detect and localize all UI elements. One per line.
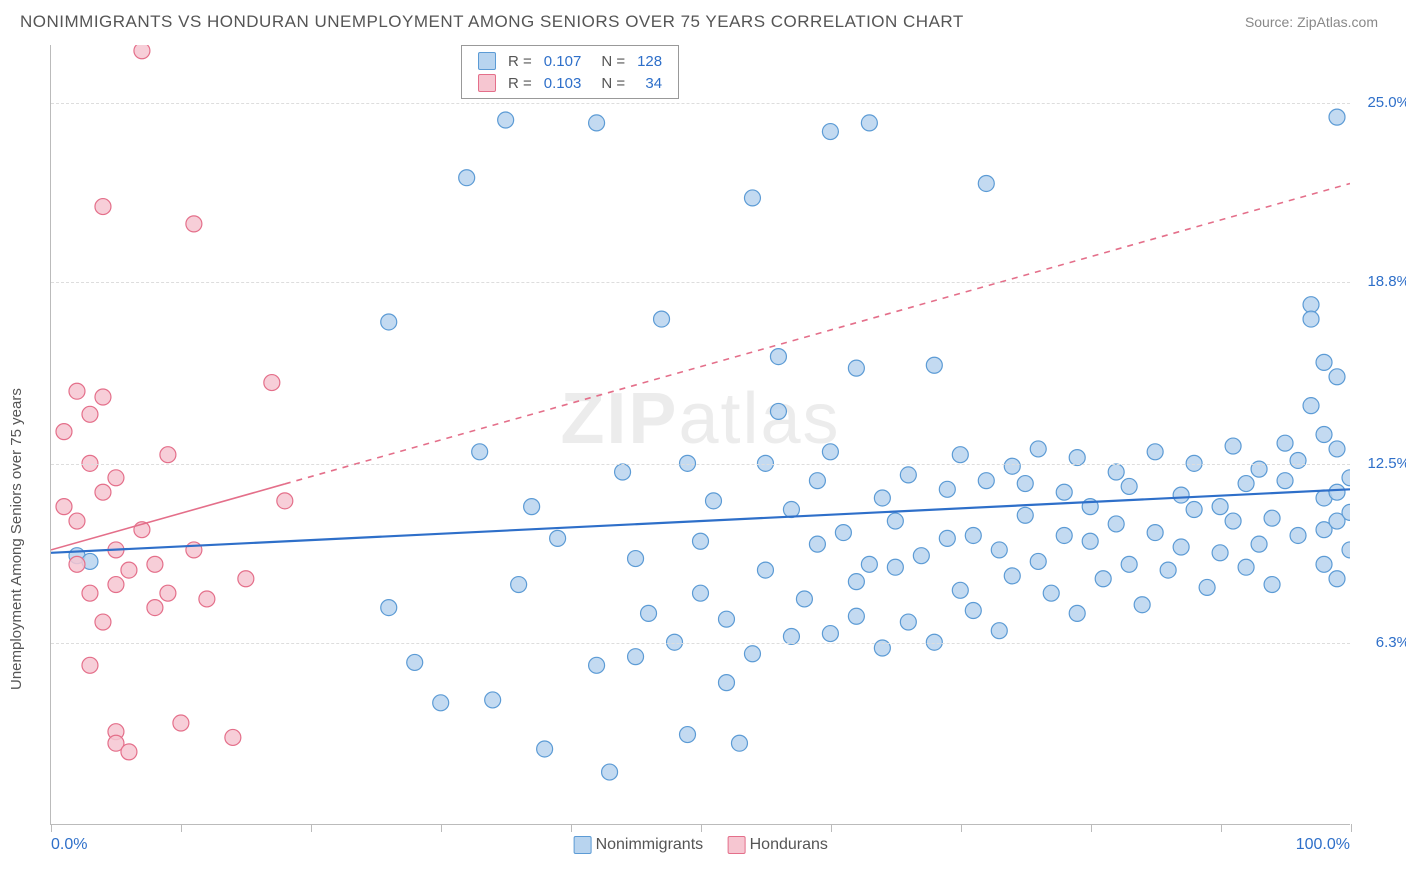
gridline	[51, 103, 1350, 104]
x-tick	[311, 824, 312, 832]
legend-item: Hondurans	[727, 836, 828, 853]
legend-r-value: 0.103	[538, 72, 588, 94]
x-tick	[51, 824, 52, 832]
plot-area: ZIPatlas R =0.107N =128R =0.103N =34 0.0…	[50, 45, 1350, 825]
legend-row: R =0.107N =128	[472, 50, 668, 72]
source-label: Source: ZipAtlas.com	[1245, 14, 1378, 30]
legend-n-label: N =	[587, 72, 631, 94]
x-tick	[441, 824, 442, 832]
gridline	[51, 282, 1350, 283]
legend-r-label: R =	[502, 72, 538, 94]
legend-swatch	[727, 836, 745, 854]
legend-swatch	[478, 74, 496, 92]
x-tick	[1221, 824, 1222, 832]
y-tick-label: 6.3%	[1360, 634, 1406, 651]
x-tick	[831, 824, 832, 832]
legend-swatch	[573, 836, 591, 854]
y-tick-label: 12.5%	[1360, 455, 1406, 472]
legend-n-label: N =	[587, 50, 631, 72]
legend-item-label: Hondurans	[750, 836, 828, 853]
x-tick	[1091, 824, 1092, 832]
watermark: ZIPatlas	[560, 378, 840, 460]
x-tick	[571, 824, 572, 832]
y-axis-label: Unemployment Among Seniors over 75 years	[8, 388, 25, 690]
x-tick	[181, 824, 182, 832]
legend-swatch	[478, 52, 496, 70]
x-axis-min-label: 0.0%	[51, 836, 87, 854]
x-tick	[961, 824, 962, 832]
legend-r-label: R =	[502, 50, 538, 72]
gridline	[51, 464, 1350, 465]
scatter-svg	[51, 45, 1350, 824]
gridline	[51, 643, 1350, 644]
legend-item: Nonimmigrants	[573, 836, 703, 853]
legend-n-value: 128	[631, 50, 668, 72]
legend-r-value: 0.107	[538, 50, 588, 72]
chart-title: NONIMMIGRANTS VS HONDURAN UNEMPLOYMENT A…	[20, 12, 964, 32]
legend-series: Nonimmigrants Hondurans	[561, 836, 840, 854]
legend-n-value: 34	[631, 72, 668, 94]
y-tick-label: 25.0%	[1360, 94, 1406, 111]
x-tick	[1351, 824, 1352, 832]
legend-correlation: R =0.107N =128R =0.103N =34	[461, 45, 679, 99]
y-tick-label: 18.8%	[1360, 273, 1406, 290]
x-tick	[701, 824, 702, 832]
legend-row: R =0.103N =34	[472, 72, 668, 94]
x-axis-max-label: 100.0%	[1296, 836, 1350, 854]
legend-item-label: Nonimmigrants	[596, 836, 704, 853]
